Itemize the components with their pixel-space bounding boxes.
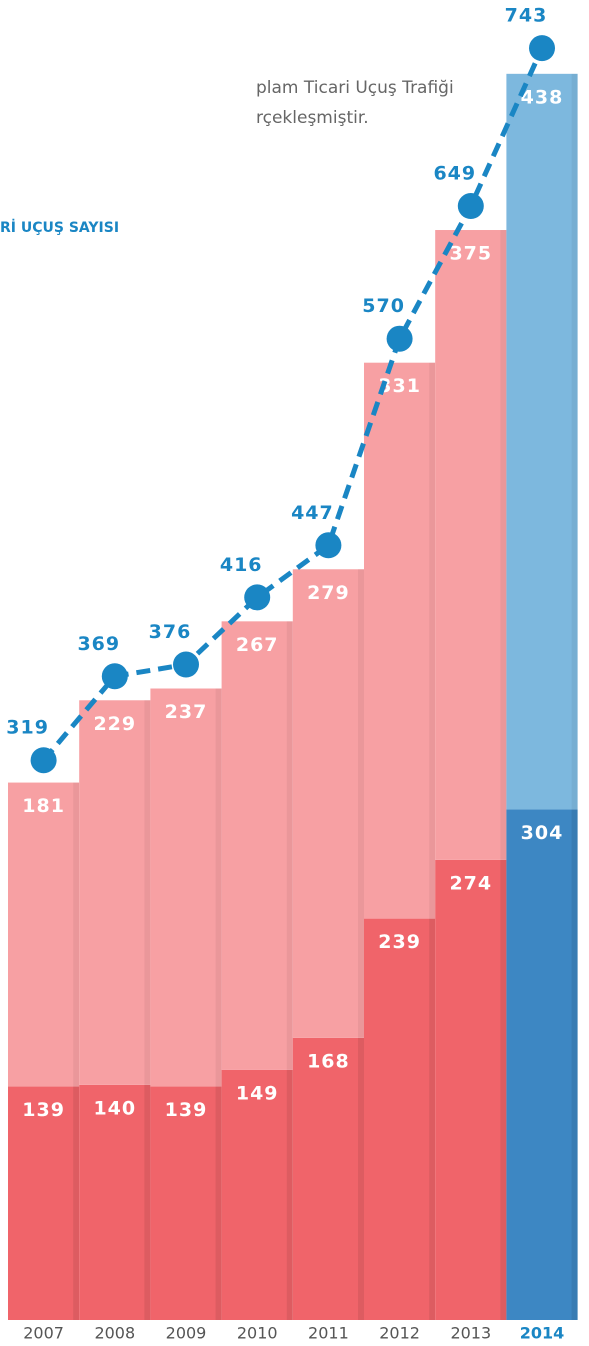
bar [292,569,364,1038]
total-label: 447 [291,502,334,524]
line-point [386,325,413,352]
bar-edge [215,688,222,1087]
intro-text: rçekleşmiştir. [256,108,369,128]
value-label: 229 [93,713,136,735]
x-tick-label: 2011 [308,1324,349,1343]
value-label: 274 [449,872,492,894]
bar-edge [286,1069,293,1320]
bar [221,621,293,1070]
total-label: 570 [362,295,405,317]
total-label: 369 [77,633,120,655]
bar [150,1086,222,1320]
bar [79,1084,151,1320]
bar [150,688,222,1087]
bar-edge [144,1084,151,1320]
x-tick-label: 2012 [379,1324,420,1343]
bar-edge [429,362,436,919]
bar-edge [571,73,578,810]
bar [221,1069,293,1320]
bar-edge [429,918,436,1320]
total-label: 319 [6,717,49,739]
line-point [101,663,128,690]
line-point [173,651,199,678]
value-label: 140 [93,1097,136,1119]
value-label: 149 [236,1082,279,1104]
bar [79,700,151,1085]
value-label: 181 [22,795,65,817]
value-label: 267 [236,634,279,656]
bar-edge [571,809,578,1320]
bar-edge [215,1086,222,1320]
bar-edge [73,782,80,1087]
value-label: 239 [378,931,421,953]
total-label: 376 [149,621,192,643]
bar [506,809,578,1320]
bar-edge [500,859,507,1320]
bar-edge [358,569,364,1038]
value-label: 139 [22,1099,65,1121]
bar [292,1037,364,1320]
bar [8,782,80,1087]
value-label: 279 [307,582,350,604]
bar [364,362,436,919]
value-label: 375 [449,243,492,265]
chart-subtitle: Rİ UÇUŞ SAYISI [0,219,119,236]
intro-text: plam Ticari Uçuş Trafiği [256,78,454,98]
x-tick-label: 2013 [450,1324,491,1343]
total-label: 416 [220,554,263,576]
bar-edge [286,621,293,1070]
bar-edge [144,700,151,1085]
value-label: 438 [521,86,564,108]
total-label: 743 [505,5,548,27]
line-point [529,35,555,62]
bar [364,918,436,1320]
x-tick-label: 2014 [520,1324,565,1343]
x-tick-label: 2008 [94,1324,135,1343]
value-label: 237 [165,701,208,723]
bar [506,73,578,810]
value-label: 304 [521,822,564,844]
line-point [244,584,271,611]
value-label: 168 [307,1050,350,1072]
line-point [30,747,57,774]
x-tick-label: 2010 [237,1324,278,1343]
x-tick-label: 2009 [166,1324,207,1343]
value-label: 331 [378,375,421,397]
total-label: 649 [433,163,476,185]
bar [8,1086,80,1320]
line-point [315,532,342,559]
line-point [457,193,484,220]
bar [435,230,507,860]
value-label: 139 [165,1099,208,1121]
bar-edge [73,1086,80,1320]
bar [435,859,507,1320]
bar-edge [500,230,507,860]
bar-edge [358,1037,364,1320]
x-tick-label: 2007 [23,1324,64,1343]
